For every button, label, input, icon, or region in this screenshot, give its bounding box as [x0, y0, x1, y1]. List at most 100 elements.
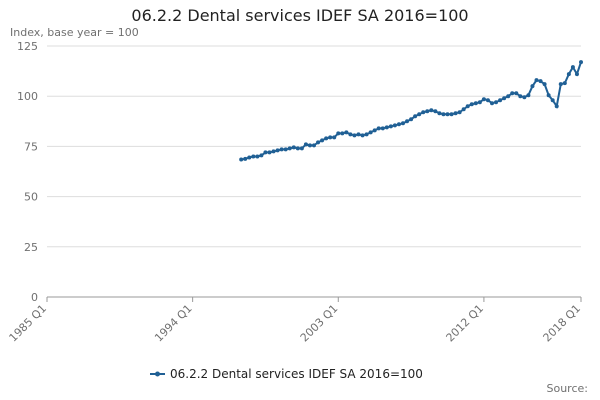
data-point	[328, 135, 333, 140]
data-point	[312, 143, 316, 148]
data-point	[550, 98, 555, 103]
data-point	[287, 146, 292, 151]
data-point	[570, 65, 575, 70]
y-tick-label: 75	[24, 140, 38, 153]
data-point	[279, 147, 284, 152]
data-point	[473, 101, 478, 106]
data-point	[324, 136, 329, 141]
data-point	[518, 94, 523, 99]
data-point	[340, 131, 345, 136]
y-tick-label: 25	[24, 241, 38, 254]
data-point	[239, 157, 244, 162]
data-point	[401, 121, 405, 126]
data-point	[445, 112, 450, 117]
x-tick-label: 2003 Q1	[298, 302, 341, 345]
data-point	[485, 98, 490, 103]
data-point	[303, 142, 308, 147]
data-point	[376, 126, 381, 131]
data-point	[453, 111, 458, 116]
data-point	[247, 155, 252, 160]
data-point	[510, 91, 515, 96]
data-point	[271, 149, 276, 154]
x-tick-label: 2012 Q1	[443, 302, 486, 345]
data-point	[396, 122, 401, 127]
data-point	[380, 126, 385, 131]
data-point	[283, 147, 288, 152]
legend-marker	[155, 371, 160, 377]
data-point	[441, 112, 446, 117]
data-point	[522, 95, 527, 100]
data-point	[579, 60, 583, 65]
data-point	[433, 109, 438, 114]
source: Source:	[547, 382, 589, 395]
data-point	[348, 132, 353, 137]
data-point	[320, 138, 325, 143]
data-point	[263, 150, 268, 155]
y-tick-label: 125	[17, 40, 38, 53]
data-point	[437, 111, 442, 116]
data-point	[344, 130, 349, 135]
y-tick-label: 50	[24, 191, 38, 204]
data-point	[243, 156, 248, 161]
data-point	[295, 146, 300, 151]
data-point	[465, 104, 470, 109]
data-point	[413, 114, 418, 119]
x-tick-label: 1994 Q1	[152, 302, 195, 345]
y-axis-label: Index, base year = 100	[10, 26, 139, 39]
data-point	[514, 91, 519, 96]
data-point	[425, 109, 430, 114]
data-point	[316, 140, 321, 145]
data-point	[251, 154, 256, 159]
data-point	[392, 123, 397, 128]
data-point	[291, 145, 296, 150]
data-point	[526, 93, 531, 98]
data-point	[332, 135, 337, 140]
data-point	[429, 108, 434, 113]
data-point	[356, 132, 361, 137]
chart-title: 06.2.2 Dental services IDEF SA 2016=100	[131, 6, 468, 25]
data-point	[534, 78, 539, 83]
data-point	[538, 79, 543, 84]
data-point	[490, 101, 494, 106]
data-point	[384, 125, 389, 130]
data-point	[364, 132, 369, 137]
data-point	[372, 128, 377, 133]
data-point	[409, 117, 414, 122]
data-point	[494, 100, 499, 105]
data-point	[562, 81, 567, 86]
data-point	[498, 98, 503, 103]
data-point	[405, 119, 410, 124]
data-point	[336, 131, 341, 136]
data-point	[477, 100, 482, 105]
data-point	[417, 112, 422, 117]
x-tick-label: 1985 Q1	[7, 302, 50, 345]
data-point	[546, 93, 551, 98]
data-point	[368, 130, 373, 135]
data-point	[502, 96, 507, 101]
y-tick-label: 100	[17, 90, 38, 103]
x-tick-label: 2018 Q1	[541, 302, 584, 345]
y-tick-label: 0	[31, 291, 38, 304]
data-point	[530, 84, 535, 89]
data-point	[299, 146, 304, 151]
data-point	[360, 133, 365, 138]
data-point	[388, 124, 393, 129]
data-point	[554, 104, 559, 109]
data-point	[542, 82, 547, 87]
data-point	[267, 150, 272, 155]
data-point	[481, 97, 486, 102]
data-point	[457, 110, 462, 115]
data-point	[275, 148, 280, 153]
data-point	[566, 72, 571, 77]
data-point	[469, 102, 474, 107]
data-point	[255, 154, 260, 159]
data-point	[461, 107, 466, 112]
data-point	[558, 82, 563, 87]
data-point	[421, 110, 426, 115]
series-line	[241, 61, 582, 161]
data-point	[574, 72, 579, 77]
legend-label: 06.2.2 Dental services IDEF SA 2016=100	[170, 367, 423, 381]
data-point	[506, 94, 511, 99]
data-point	[449, 112, 454, 117]
